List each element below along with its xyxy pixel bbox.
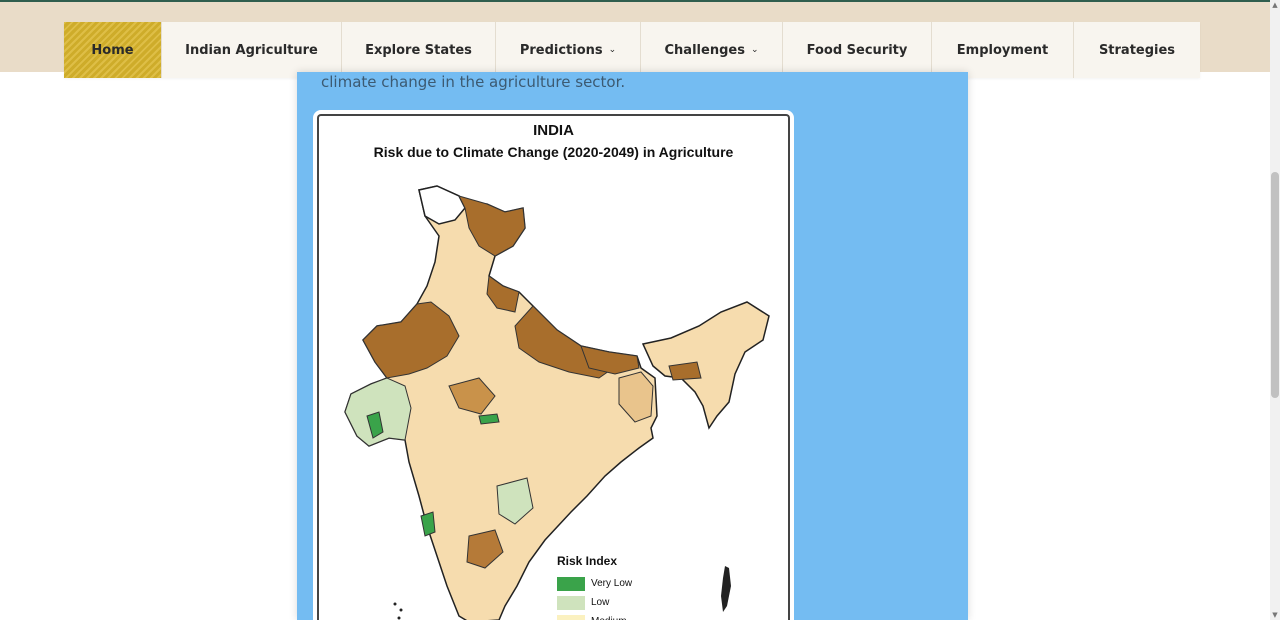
nav-explore-states[interactable]: Explore States [342, 22, 496, 78]
map-card: INDIA Risk due to Climate Change (2020-2… [313, 110, 794, 620]
legend-item-medium: Medium [557, 612, 632, 620]
map-frame: INDIA Risk due to Climate Change (2020-2… [317, 114, 790, 620]
map-region-south-low [496, 477, 534, 525]
map-subtitle: Risk due to Climate Change (2020-2049) i… [373, 144, 734, 160]
legend-item-very-low: Very Low [557, 574, 632, 593]
scroll-thumb[interactable] [1271, 172, 1279, 398]
map-region-bihar-high [580, 345, 640, 375]
nav-home[interactable]: Home [64, 22, 162, 78]
map-region-rajasthan-high [362, 301, 460, 379]
map-region-bengal-medium-high [618, 371, 654, 423]
page-scrollbar[interactable]: ▲ ▼ [1270, 0, 1280, 620]
scroll-up-arrow-icon[interactable]: ▲ [1272, 1, 1278, 9]
map-region-punjab-high [486, 275, 520, 313]
legend-title: Risk Index [557, 554, 618, 568]
legend-swatch [557, 576, 585, 591]
nav-employment[interactable]: Employment [932, 22, 1074, 78]
map-region-jk-high [458, 195, 526, 257]
intro-text: climate change in the agriculture sector… [321, 73, 626, 91]
map-region-central-high [448, 377, 496, 415]
main-nav: Home Indian Agriculture Explore States P… [64, 22, 1200, 78]
nav-indian-agriculture[interactable]: Indian Agriculture [162, 22, 342, 78]
legend-swatch [557, 614, 585, 620]
map-region-andaman [721, 566, 731, 612]
chevron-down-icon: ⌄ [750, 45, 759, 55]
legend-item-low: Low [557, 593, 632, 612]
map-region-assam-high [668, 361, 702, 381]
map-region-deccan-high [466, 529, 504, 569]
chevron-down-icon: ⌄ [608, 45, 617, 55]
map-legend: Risk Index Very Low Low Medium [557, 554, 632, 620]
map-region-mp-verylow [478, 413, 500, 425]
nav-food-security[interactable]: Food Security [783, 22, 932, 78]
nav-predictions[interactable]: Predictions ⌄ [496, 22, 641, 78]
map-region-kashmir [418, 185, 466, 225]
map-title: INDIA [533, 122, 574, 139]
map-region-gujarat-verylow [366, 411, 384, 439]
map-region-goa-verylow [420, 511, 436, 537]
nav-challenges[interactable]: Challenges ⌄ [641, 22, 783, 78]
map-region-northeast [641, 301, 770, 430]
nav-strategies[interactable]: Strategies [1098, 42, 1176, 58]
india-risk-map [344, 185, 770, 620]
legend-swatch [557, 595, 585, 610]
scroll-down-arrow-icon[interactable]: ▼ [1272, 611, 1278, 619]
